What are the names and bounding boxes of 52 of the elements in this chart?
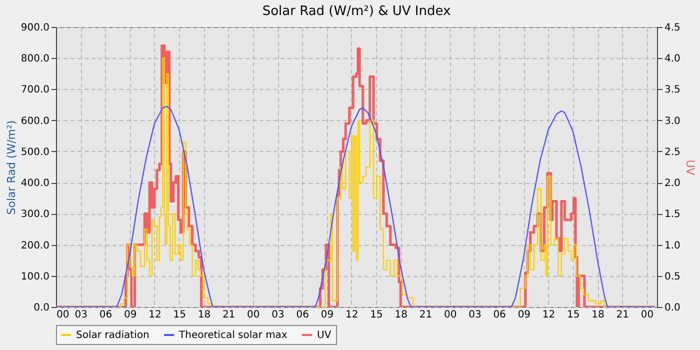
legend-label: Solar radiation xyxy=(76,330,150,341)
x-tick-label: 03 xyxy=(74,310,88,320)
x-tick-label: 00 xyxy=(444,310,457,320)
x-tick-label: 18 xyxy=(394,310,408,320)
x-tick-label: 03 xyxy=(272,310,284,320)
line-series xyxy=(56,106,656,307)
y2-tick-label: 3.0 xyxy=(664,116,680,127)
x-tick-label: 06 xyxy=(99,310,112,320)
y2-tick-label: 4.0 xyxy=(664,54,680,65)
y-tick-label: 700.0 xyxy=(20,84,50,96)
y2-tick-label: 2.0 xyxy=(664,178,680,190)
x-tick-label: 18 xyxy=(198,310,211,320)
legend-label: UV xyxy=(317,330,332,341)
x-tick-label: 06 xyxy=(296,310,310,320)
x-tick-label: 09 xyxy=(518,310,531,320)
y-tick-label: 800.0 xyxy=(20,54,50,65)
y2-tick-label: 0.5 xyxy=(664,271,680,282)
y2-tick-label: 4.5 xyxy=(664,22,680,34)
x-tick-label: 12 xyxy=(542,310,556,320)
y-tick-label: 900.0 xyxy=(20,22,50,34)
y2-axis-title: UV xyxy=(683,160,696,176)
y2-tick-label: 1.5 xyxy=(664,209,680,220)
chart-title: Solar Rad (W/m²) & UV Index xyxy=(262,4,451,19)
y2-tick-label: 1.0 xyxy=(664,240,680,252)
x-tick-label: 06 xyxy=(493,310,506,320)
x-tick-label: 15 xyxy=(370,310,383,320)
y2-tick-label: 0.0 xyxy=(664,302,680,314)
x-tick-label: 21 xyxy=(419,310,432,320)
y2-tick-label: 3.5 xyxy=(664,84,680,96)
x-tick-label: 03 xyxy=(468,310,482,320)
x-tick-label: 00 xyxy=(640,310,654,320)
x-tick-label: 21 xyxy=(222,310,236,320)
x-tick-label: 09 xyxy=(124,310,137,320)
y2-tick-label: 2.5 xyxy=(664,146,680,158)
x-tick-label: 21 xyxy=(616,310,629,320)
x-tick-label: 00 xyxy=(247,310,260,320)
y-tick-label: 200.0 xyxy=(20,240,50,252)
x-tick-label: 00 xyxy=(56,310,70,320)
x-tick-label: 12 xyxy=(148,310,162,320)
y-tick-label: 100.0 xyxy=(20,271,50,282)
x-tick-label: 18 xyxy=(592,310,604,320)
y-tick-label: 600.0 xyxy=(20,116,50,127)
legend-label: Theoretical solar max xyxy=(178,330,288,341)
x-tick-label: 15 xyxy=(173,310,186,320)
y-tick-label: 400.0 xyxy=(20,178,50,190)
y-tick-label: 0.0 xyxy=(34,302,50,314)
x-tick-label: 09 xyxy=(320,310,334,320)
y-tick-label: 300.0 xyxy=(20,209,50,220)
x-tick-label: 15 xyxy=(567,310,580,320)
y-tick-label: 500.0 xyxy=(20,146,50,158)
y-axis-title: Solar Rad (W/m²) xyxy=(4,120,18,215)
x-tick-label: 12 xyxy=(346,310,358,320)
